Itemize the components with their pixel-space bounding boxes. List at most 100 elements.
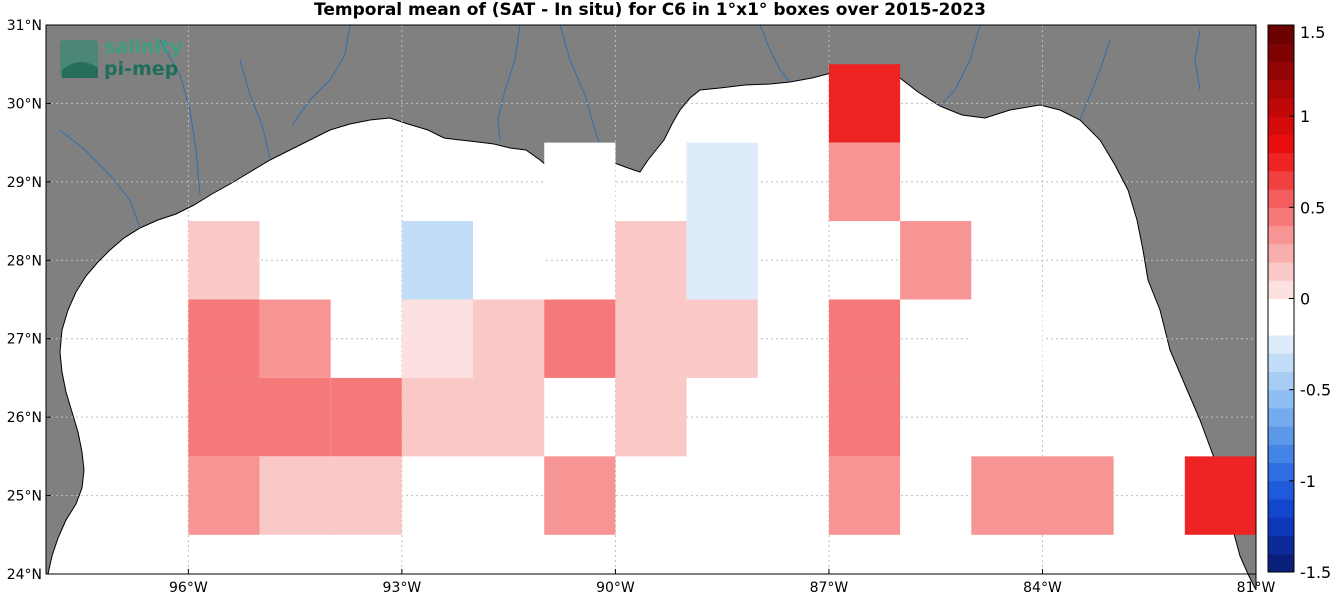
x-tick-label: 96°W <box>169 580 208 594</box>
colorbar-band <box>1268 43 1294 62</box>
river-line <box>497 24 521 141</box>
anomaly-box <box>1042 456 1114 535</box>
anomaly-box <box>544 142 616 222</box>
colorbar-band <box>1268 371 1294 391</box>
colorbar-tick-label: 1.5 <box>1300 23 1325 42</box>
logo-line-1: salinity <box>104 36 183 58</box>
river-line <box>1194 29 1201 91</box>
colorbar-ticks: 1.5 1 0.5 0 -0.5 -1 -1.5 <box>1289 23 1331 582</box>
logo-wave-icon <box>62 61 98 78</box>
colorbar-band <box>1268 389 1294 409</box>
colorbar-band <box>1268 298 1294 318</box>
colorbar-band <box>1268 444 1294 464</box>
logo-line-2: pi-mep <box>104 58 178 80</box>
colorbar-band <box>1268 280 1294 299</box>
x-tick-label: 93°W <box>383 580 422 594</box>
colorbar-band <box>1268 480 1294 500</box>
x-axis-ticks: 96°W 93°W 90°W 87°W 84°W 81°W <box>169 569 1275 594</box>
y-tick-label: 31°N <box>7 18 42 34</box>
river-line <box>159 39 201 196</box>
y-tick-label: 27°N <box>7 332 42 348</box>
river-line <box>239 59 271 159</box>
anomaly-box <box>686 142 758 222</box>
colorbar-band <box>1268 116 1294 135</box>
y-tick-label: 30°N <box>7 96 42 112</box>
anomaly-box <box>544 456 616 535</box>
anomaly-box <box>188 377 260 457</box>
anomaly-box <box>259 456 331 535</box>
colorbar-band <box>1268 243 1294 263</box>
colorbar-tick-label: 1 <box>1300 107 1310 126</box>
river-layer <box>59 24 1201 229</box>
anomaly-box <box>473 299 545 378</box>
colorbar-band <box>1268 25 1294 44</box>
y-tick-label: 28°N <box>7 253 42 269</box>
colorbar-band <box>1268 134 1294 154</box>
colorbar-band <box>1268 517 1294 537</box>
colorbar-band <box>1268 535 1294 555</box>
anomaly-box <box>473 221 545 300</box>
anomaly-boxes <box>188 64 1256 535</box>
colorbar-band <box>1268 553 1294 573</box>
colorbar-tick-label: -1 <box>1300 472 1316 491</box>
river-line <box>939 24 981 107</box>
anomaly-box <box>686 221 758 300</box>
anomaly-box <box>686 299 758 378</box>
colorbar-band <box>1268 170 1294 190</box>
y-tick-label: 24°N <box>7 567 42 583</box>
anomaly-box <box>1184 456 1256 535</box>
anomaly-box <box>188 221 260 300</box>
anomaly-box <box>544 299 616 378</box>
anomaly-box <box>188 456 260 535</box>
y-axis-ticks: 24°N 25°N 26°N 27°N 28°N 29°N 30°N 31°N <box>7 18 51 583</box>
y-tick-label: 29°N <box>7 175 42 191</box>
anomaly-box <box>615 377 687 457</box>
colorbar-tick-label: 0.5 <box>1300 198 1325 217</box>
x-tick-label: 90°W <box>596 580 635 594</box>
anomaly-box <box>828 299 901 378</box>
colorbar-band <box>1268 225 1294 245</box>
anomaly-box <box>330 456 402 535</box>
colorbar-band <box>1268 207 1294 227</box>
colorbar-band <box>1268 61 1294 81</box>
colorbar-band <box>1268 426 1294 445</box>
anomaly-box <box>828 377 901 457</box>
colorbar-band <box>1268 79 1294 99</box>
colorbar-band <box>1268 499 1294 518</box>
anomaly-box <box>828 142 901 222</box>
colorbar-band <box>1268 334 1294 354</box>
anomaly-box <box>828 64 901 143</box>
anomaly-box <box>259 299 331 378</box>
anomaly-box <box>900 221 972 300</box>
colorbar-band <box>1268 353 1294 372</box>
anomaly-box <box>401 377 474 457</box>
x-tick-label: 87°W <box>810 580 849 594</box>
y-tick-label: 26°N <box>7 410 42 426</box>
colorbar-band <box>1268 97 1294 117</box>
colorbar-band <box>1268 152 1294 172</box>
anomaly-box <box>828 456 901 535</box>
salinity-pi-mep-logo: salinity pi-mep <box>60 36 183 80</box>
colorbar-tick-label: -0.5 <box>1300 381 1331 400</box>
anomaly-box <box>473 377 545 457</box>
colorbar-tick-label: 0 <box>1300 290 1310 309</box>
anomaly-box <box>615 299 687 378</box>
colorbar-tick-label: -1.5 <box>1300 563 1331 582</box>
anomaly-box <box>971 299 1043 378</box>
river-line <box>559 24 606 161</box>
colorbar-band <box>1268 462 1294 482</box>
map-frame <box>45 24 1257 575</box>
anomaly-box <box>971 456 1043 535</box>
map-title: Temporal mean of (SAT - In situ) for C6 … <box>314 0 986 20</box>
river-line <box>291 24 351 126</box>
river-line <box>759 24 791 83</box>
anomaly-box <box>259 377 331 457</box>
colorbar-band <box>1268 189 1294 208</box>
colorbar-band <box>1268 407 1294 427</box>
x-tick-label: 84°W <box>1023 580 1062 594</box>
anomaly-box <box>401 221 474 300</box>
river-line <box>59 129 141 229</box>
colorbar-bands <box>1268 25 1294 573</box>
anomaly-box <box>330 377 402 457</box>
